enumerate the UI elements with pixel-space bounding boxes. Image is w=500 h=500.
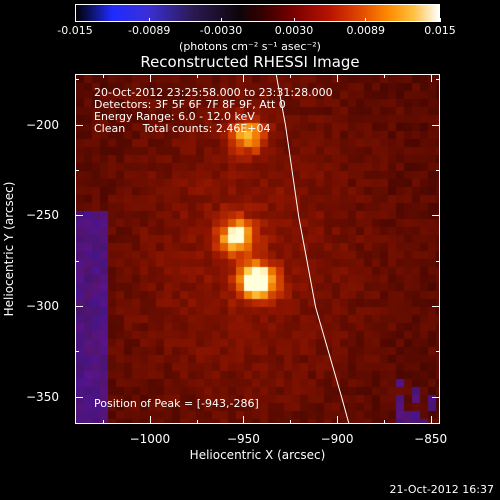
colorbar-tick-label: 0.0030: [274, 24, 314, 37]
heatmap-image: [76, 75, 439, 423]
colorbar-tick-mark: [365, 18, 367, 22]
tick-mark: [243, 74, 245, 82]
y-tick-label: −300: [26, 299, 59, 314]
tick-mark: [75, 396, 83, 398]
y-tick-label: −200: [26, 117, 59, 132]
tick-mark: [430, 416, 432, 424]
chart-title: Reconstructed RHESSI Image: [140, 53, 360, 71]
colorbar-tick-label: -0.0030: [199, 24, 243, 37]
tick-mark: [337, 74, 339, 82]
peak-position-label: Position of Peak = [-943,-286]: [94, 397, 259, 410]
tick-mark: [436, 79, 440, 81]
x-tick-label: −850: [414, 432, 448, 446]
x-axis-label: Heliocentric X (arcsec): [189, 448, 326, 462]
tick-mark: [243, 416, 245, 424]
tick-mark: [75, 170, 79, 172]
colorbar-tick-mark: [220, 18, 222, 22]
colorbar: [75, 4, 440, 22]
limb-line: [275, 75, 350, 423]
info-line-counts: Clean Total counts: 2.46E+04: [94, 122, 271, 135]
colorbar-tick-mark: [148, 18, 150, 22]
colorbar-unit-label: (photons cm⁻² s⁻¹ asec⁻²): [179, 40, 321, 53]
tick-mark: [75, 306, 83, 308]
tick-mark: [196, 420, 198, 424]
info-line-detectors: Detectors: 3F 5F 6F 7F 8F 9F, Att 0: [94, 98, 286, 111]
tick-mark: [383, 420, 385, 424]
tick-mark: [149, 74, 151, 82]
tick-mark: [75, 351, 79, 353]
info-line-time: 20-Oct-2012 23:25:58.000 to 23:31:28.000: [94, 86, 333, 99]
tick-mark: [290, 420, 292, 424]
solar-limb-curve: [275, 75, 350, 423]
tick-mark: [75, 124, 83, 126]
tick-mark: [432, 306, 440, 308]
colorbar-tick-mark: [293, 18, 295, 22]
timestamp: 21-Oct-2012 16:37: [389, 483, 494, 496]
y-axis-label: Heliocentric Y (arcsec): [2, 181, 16, 317]
tick-mark: [103, 420, 105, 424]
x-tick-label: −900: [320, 432, 354, 446]
tick-mark: [383, 74, 385, 78]
tick-mark: [75, 260, 79, 262]
tick-mark: [75, 215, 83, 217]
tick-mark: [436, 260, 440, 262]
colorbar-tick-label: 0.015: [424, 24, 456, 37]
y-tick-label: −350: [26, 389, 59, 404]
colorbar-tick-label: -0.0089: [127, 24, 171, 37]
x-tick-label: −950: [226, 432, 260, 446]
tick-mark: [290, 74, 292, 78]
tick-mark: [103, 74, 105, 78]
tick-mark: [432, 124, 440, 126]
plot-area: 20-Oct-2012 23:25:58.000 to 23:31:28.000…: [75, 74, 440, 424]
colorbar-tick-mark: [439, 18, 441, 22]
tick-mark: [430, 74, 432, 82]
y-tick-label: −250: [26, 208, 59, 223]
tick-mark: [436, 170, 440, 172]
tick-mark: [432, 215, 440, 217]
tick-mark: [75, 79, 79, 81]
x-tick-label: −1000: [129, 432, 171, 446]
tick-mark: [432, 396, 440, 398]
tick-mark: [436, 351, 440, 353]
tick-mark: [337, 416, 339, 424]
colorbar-tick-label: 0.0089: [346, 24, 386, 37]
info-line-energy: Energy Range: 6.0 - 12.0 keV: [94, 110, 255, 123]
tick-mark: [149, 416, 151, 424]
colorbar-tick-mark: [74, 18, 76, 22]
tick-mark: [196, 74, 198, 78]
colorbar-tick-label: -0.015: [57, 24, 93, 37]
